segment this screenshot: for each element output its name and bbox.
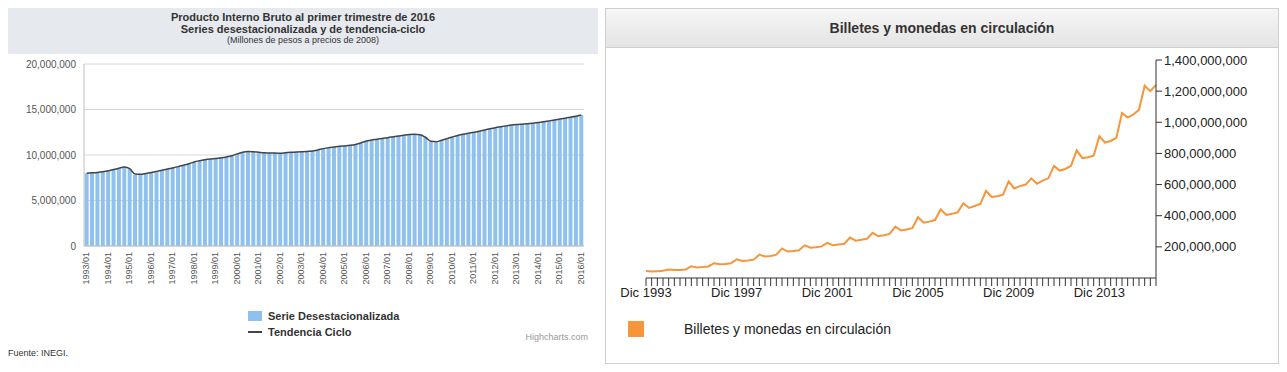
svg-text:10,000,000: 10,000,000	[26, 150, 76, 161]
svg-text:2014/01: 2014/01	[533, 252, 543, 285]
html-text:Producto Interno Bruto al prim: Producto Interno Bruto al primer trimest…	[171, 11, 435, 23]
svg-text:1998/01: 1998/01	[189, 252, 199, 285]
svg-text:2013/01: 2013/01	[511, 252, 521, 285]
svg-text:400,000,000: 400,000,000	[1164, 208, 1236, 223]
html-text:Billetes y monedas en circulac: Billetes y monedas en circulación	[684, 321, 891, 337]
svg-text:0: 0	[70, 241, 76, 252]
svg-text:1,000,000,000: 1,000,000,000	[1164, 115, 1247, 130]
html-text:Series desestacionalizada y de: Series desestacionalizada y de tendencia…	[180, 23, 426, 35]
svg-text:600,000,000: 600,000,000	[1164, 177, 1236, 192]
svg-text:1,200,000,000: 1,200,000,000	[1164, 84, 1247, 99]
svg-text:15,000,000: 15,000,000	[26, 104, 76, 115]
html-text:Tendencia Ciclo: Tendencia Ciclo	[268, 326, 352, 338]
svg-text:Dic 1993: Dic 1993	[620, 285, 671, 300]
svg-text:2008/01: 2008/01	[404, 252, 414, 285]
svg-text:Dic 2013: Dic 2013	[1074, 285, 1125, 300]
svg-text:1999/01: 1999/01	[210, 252, 220, 285]
svg-text:2006/01: 2006/01	[361, 252, 371, 285]
svg-text:1995/01: 1995/01	[124, 252, 134, 285]
svg-text:1997/01: 1997/01	[167, 252, 177, 285]
svg-text:2015/01: 2015/01	[554, 252, 564, 285]
svg-text:2004/01: 2004/01	[318, 252, 328, 285]
svg-text:2002/01: 2002/01	[275, 252, 285, 285]
svg-text:2007/01: 2007/01	[382, 252, 392, 285]
svg-text:2003/01: 2003/01	[296, 252, 306, 285]
svg-text:2010/01: 2010/01	[447, 252, 457, 285]
svg-text:2005/01: 2005/01	[339, 252, 349, 285]
html-text:(Millones de pesos a precios d: (Millones de pesos a precios de 2008)	[227, 35, 379, 45]
svg-text:2000/01: 2000/01	[232, 252, 242, 285]
svg-text:5,000,000: 5,000,000	[32, 195, 77, 206]
svg-text:Dic 1997: Dic 1997	[711, 285, 762, 300]
svg-text:Dic 2001: Dic 2001	[802, 285, 853, 300]
html-text:Serie Desestacionalizada: Serie Desestacionalizada	[268, 310, 400, 322]
svg-text:2001/01: 2001/01	[253, 252, 263, 285]
svg-text:2016/01: 2016/01	[576, 252, 586, 285]
svg-text:1994/01: 1994/01	[103, 252, 113, 285]
html-text:Fuente: INEGI.: Fuente: INEGI.	[8, 348, 68, 358]
svg-text:2011/01: 2011/01	[468, 252, 478, 284]
svg-text:Dic 2009: Dic 2009	[983, 285, 1034, 300]
html-text:Billetes y monedas en circulac: Billetes y monedas en circulación	[829, 20, 1055, 36]
svg-text:1,400,000,000: 1,400,000,000	[1164, 53, 1247, 68]
svg-text:800,000,000: 800,000,000	[1164, 146, 1236, 161]
svg-text:Dic 2005: Dic 2005	[892, 285, 943, 300]
svg-text:1993/01: 1993/01	[81, 252, 91, 285]
svg-text:2012/01: 2012/01	[490, 252, 500, 285]
html-text:Highcharts.com: Highcharts.com	[525, 332, 588, 342]
svg-text:200,000,000: 200,000,000	[1164, 239, 1236, 254]
svg-text:1996/01: 1996/01	[146, 252, 156, 285]
svg-text:2009/01: 2009/01	[425, 252, 435, 285]
svg-text:20,000,000: 20,000,000	[26, 59, 76, 70]
